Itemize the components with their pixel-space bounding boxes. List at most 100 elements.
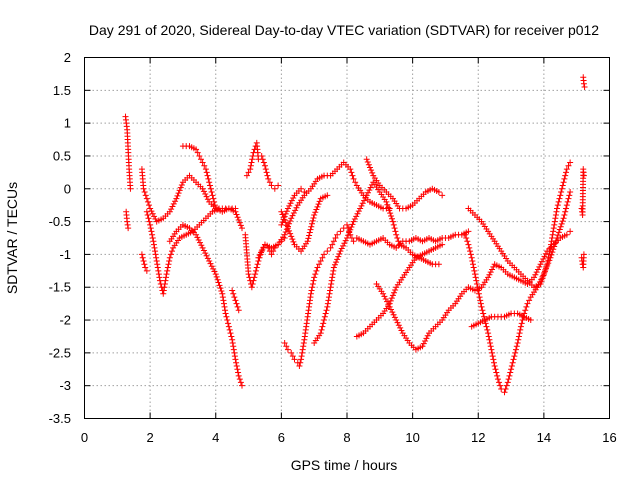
y-tick-label: -1	[59, 247, 71, 262]
data-point	[330, 267, 337, 274]
data-point	[230, 290, 237, 297]
data-point	[316, 198, 323, 205]
data-point	[169, 203, 176, 210]
data-point	[338, 245, 345, 252]
data-point	[565, 162, 572, 169]
data-point	[144, 198, 151, 205]
data-point	[203, 252, 210, 259]
data-point	[559, 182, 566, 189]
data-point	[140, 257, 147, 264]
data-point	[466, 244, 473, 251]
data-point	[196, 152, 203, 159]
data-point	[566, 192, 573, 199]
data-point	[541, 253, 548, 260]
y-tick-label: 2	[64, 50, 71, 65]
data-point	[309, 280, 316, 287]
data-point	[140, 185, 147, 192]
data-point	[207, 182, 214, 189]
data-point	[149, 210, 156, 217]
data-point	[333, 259, 340, 266]
data-point	[512, 346, 519, 353]
data-point	[329, 241, 336, 248]
data-point	[503, 382, 510, 389]
data-point	[567, 228, 574, 235]
data-point	[220, 300, 227, 307]
data-point	[354, 210, 361, 217]
data-point	[154, 261, 161, 268]
data-point	[222, 307, 229, 314]
data-point	[558, 189, 565, 196]
data-point	[290, 210, 297, 217]
data-point	[555, 198, 562, 205]
data-point	[482, 320, 489, 327]
data-point	[334, 256, 341, 263]
data-point	[467, 251, 474, 258]
data-point	[220, 297, 227, 304]
data-point	[232, 356, 239, 363]
data-point	[487, 343, 494, 350]
data-point	[223, 313, 230, 320]
data-point	[556, 226, 563, 233]
chart-title: Day 291 of 2020, Sidereal Day-to-day VTE…	[89, 22, 599, 38]
data-point	[384, 298, 391, 305]
data-point	[293, 204, 300, 211]
data-point	[288, 233, 295, 240]
data-point	[168, 206, 175, 213]
data-point	[138, 251, 145, 258]
series-arc-21	[468, 310, 534, 330]
y-tick-label: -1.5	[49, 280, 71, 295]
data-point	[350, 238, 357, 245]
data-point	[207, 260, 214, 267]
data-point	[141, 189, 148, 196]
data-point	[229, 340, 236, 347]
data-point	[306, 229, 313, 236]
data-point	[497, 382, 504, 389]
data-point	[321, 251, 328, 258]
data-point	[365, 189, 371, 196]
data-point	[152, 215, 159, 222]
data-point	[558, 220, 565, 227]
data-point	[231, 294, 238, 301]
data-point	[175, 190, 182, 197]
data-point	[264, 172, 271, 179]
data-point	[296, 362, 303, 369]
data-point	[325, 297, 332, 304]
data-point	[164, 267, 171, 274]
data-point	[335, 253, 342, 260]
data-point	[213, 273, 220, 280]
data-point	[480, 310, 487, 317]
data-point	[202, 166, 209, 173]
data-point	[543, 265, 550, 272]
data-point	[245, 169, 252, 176]
data-point	[235, 372, 242, 379]
data-point	[422, 338, 429, 345]
data-point	[222, 310, 229, 317]
data-point	[505, 376, 512, 383]
data-point	[313, 267, 320, 274]
data-point	[299, 346, 306, 353]
data-point	[261, 162, 268, 169]
data-point	[146, 218, 153, 225]
data-point	[359, 200, 366, 207]
data-point	[546, 257, 553, 264]
data-point	[494, 372, 501, 379]
data-point	[143, 195, 150, 202]
data-point	[202, 250, 209, 257]
data-point	[464, 238, 471, 245]
data-point	[511, 353, 518, 360]
data-point	[311, 274, 318, 281]
data-point	[155, 271, 162, 278]
data-point	[224, 317, 231, 324]
data-point	[278, 208, 285, 215]
data-point	[355, 208, 362, 215]
data-point	[147, 225, 154, 232]
data-point	[493, 369, 500, 376]
data-point	[492, 366, 499, 373]
data-point	[147, 221, 154, 228]
series-arc-3	[138, 166, 245, 232]
data-point	[256, 252, 263, 259]
data-point	[380, 290, 387, 297]
data-point	[346, 229, 353, 236]
data-point	[553, 237, 560, 244]
data-point	[154, 264, 161, 271]
